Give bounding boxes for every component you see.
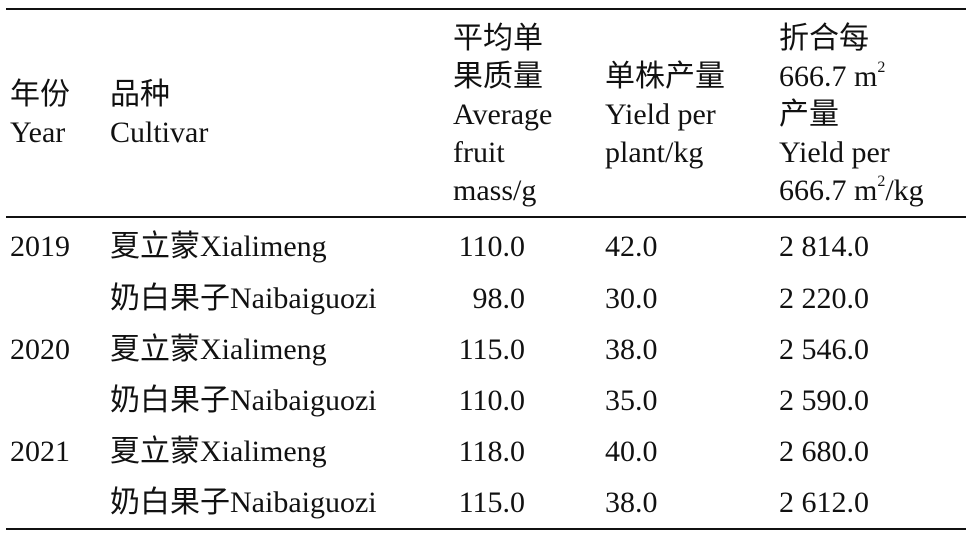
row-1-year: 2019: [10, 230, 70, 263]
row-1-area: 2 814.0: [779, 230, 869, 263]
row-3-mass: 115.0: [458, 333, 525, 366]
header-area-line5-text: 666.7 m: [779, 174, 878, 207]
header-cultivar-zh: 品种: [110, 78, 170, 111]
row-2-cultivar: 奶白果子Naibaiguozi: [110, 282, 377, 315]
row-1-mass: 110.0: [458, 230, 525, 263]
header-mass-en3: mass/g: [453, 174, 537, 207]
row-5-cultivar: 夏立蒙Xialimeng: [110, 435, 327, 468]
row-2-mass: 98.0: [472, 282, 526, 315]
header-plant-en2: plant/kg: [605, 136, 704, 169]
table-header-rule: [6, 216, 966, 218]
row-5-plant: 40.0: [605, 435, 658, 468]
row-2-plant: 30.0: [605, 282, 658, 315]
header-area-line2-sup: 2: [877, 59, 886, 76]
header-mass-zh2: 果质量: [453, 60, 543, 93]
header-plant-zh: 单株产量: [605, 60, 725, 93]
header-area-line5: 666.7 m2/kg: [779, 172, 924, 210]
header-year-zh: 年份: [10, 78, 70, 111]
header-year-en: Year: [10, 116, 66, 149]
row-4-area: 2 590.0: [779, 384, 869, 417]
row-4-mass: 110.0: [458, 384, 525, 417]
header-area-line5-unit: /kg: [885, 174, 924, 207]
row-6-mass: 115.0: [458, 486, 525, 519]
header-plant-en1: Yield per: [605, 98, 716, 131]
table-bottom-rule: [6, 528, 966, 530]
row-3-year: 2020: [10, 333, 70, 366]
row-3-area: 2 546.0: [779, 333, 869, 366]
row-3-plant: 38.0: [605, 333, 658, 366]
header-area-zh1: 折合每: [779, 22, 869, 55]
header-year: 年份 Year: [10, 76, 70, 152]
header-plant: 单株产量 Yield per plant/kg: [605, 58, 725, 172]
header-cultivar: 品种 Cultivar: [110, 76, 208, 152]
header-area-zh3: 产量: [779, 98, 839, 131]
row-4-cultivar: 奶白果子Naibaiguozi: [110, 384, 377, 417]
row-5-mass: 118.0: [458, 435, 525, 468]
row-1-plant: 42.0: [605, 230, 658, 263]
header-area-en1: Yield per: [779, 136, 890, 169]
header-area-line2: 666.7 m2: [779, 58, 924, 96]
table-top-rule: [6, 8, 966, 10]
header-mass-en1: Average: [453, 98, 553, 131]
header-area: 折合每 666.7 m2 产量 Yield per 666.7 m2/kg: [779, 20, 924, 210]
header-area-line5-sup: 2: [877, 173, 886, 190]
header-mass-zh1: 平均单: [453, 22, 543, 55]
row-4-plant: 35.0: [605, 384, 658, 417]
header-area-line2-text: 666.7 m: [779, 60, 878, 93]
row-1-cultivar: 夏立蒙Xialimeng: [110, 230, 327, 263]
row-3-cultivar: 夏立蒙Xialimeng: [110, 333, 327, 366]
row-5-year: 2021: [10, 435, 70, 468]
header-mass-en2: fruit: [453, 136, 505, 169]
header-cultivar-en: Cultivar: [110, 116, 209, 149]
row-6-cultivar: 奶白果子Naibaiguozi: [110, 486, 377, 519]
row-6-plant: 38.0: [605, 486, 658, 519]
row-2-area: 2 220.0: [779, 282, 869, 315]
row-6-area: 2 612.0: [779, 486, 869, 519]
header-mass: 平均单 果质量 Average fruit mass/g: [453, 20, 552, 210]
row-5-area: 2 680.0: [779, 435, 869, 468]
